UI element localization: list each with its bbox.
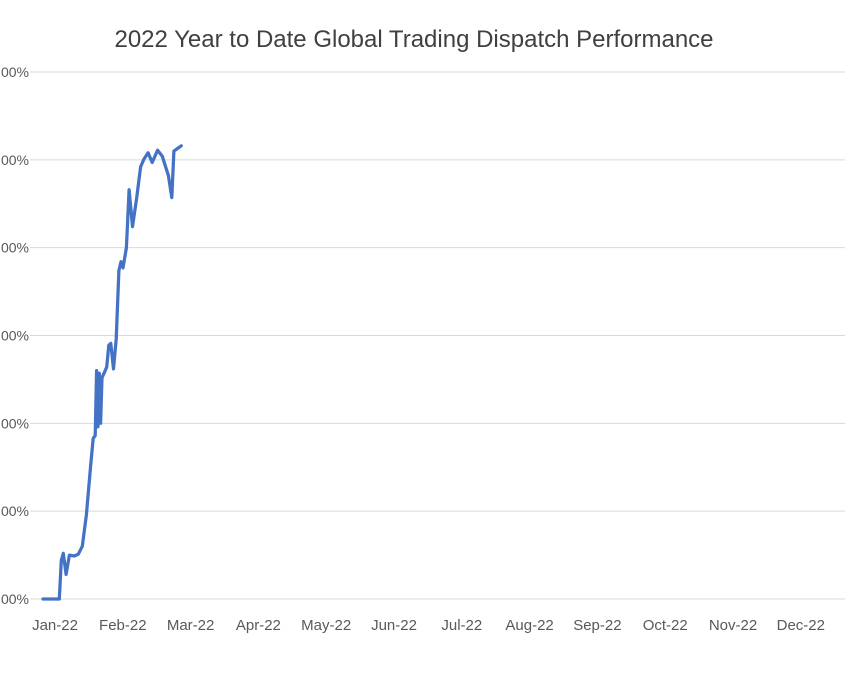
x-axis-label: May-22 (301, 617, 351, 634)
y-axis-label: 0.00% (0, 591, 29, 607)
x-axis-label: Sep-22 (573, 617, 621, 634)
x-axis-label: Apr-22 (236, 617, 281, 634)
y-axis-label: 200.00% (0, 415, 29, 431)
x-axis-label: Dec-22 (777, 617, 825, 634)
x-axis-label: Mar-22 (167, 617, 215, 634)
x-axis-label: Aug-22 (505, 617, 553, 634)
y-axis-label: 300.00% (0, 328, 29, 344)
x-axis-label: Jan-22 (32, 617, 78, 634)
x-axis-label: Nov-22 (709, 617, 757, 634)
y-axis-label: 600.00% (0, 64, 29, 80)
x-axis-label: Feb-22 (99, 617, 147, 634)
chart-title: 2022 Year to Date Global Trading Dispatc… (114, 26, 714, 53)
y-axis-label: 500.00% (0, 152, 29, 168)
x-axis-label: Jul-22 (441, 617, 482, 634)
x-axis-label: Oct-22 (643, 617, 688, 634)
y-axis-label: 100.00% (0, 503, 29, 519)
performance-line (41, 144, 183, 601)
y-axis-label: 400.00% (0, 240, 29, 256)
x-axis-label: Jun-22 (371, 617, 417, 634)
